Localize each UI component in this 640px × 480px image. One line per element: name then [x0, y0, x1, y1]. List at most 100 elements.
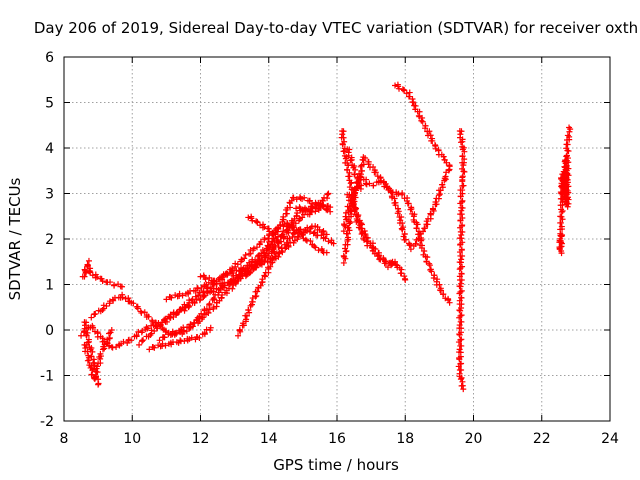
x-tick-label: 18: [396, 431, 414, 447]
plus-marker: [565, 165, 572, 172]
plus-marker: [178, 306, 185, 313]
plus-marker: [445, 167, 452, 174]
plus-marker: [458, 235, 465, 242]
plus-marker: [94, 369, 101, 376]
plus-marker: [416, 113, 423, 120]
plus-marker: [181, 307, 188, 314]
plus-marker: [139, 327, 146, 334]
plus-marker: [309, 205, 316, 212]
plus-marker: [269, 229, 276, 236]
plus-marker: [306, 197, 313, 204]
plus-marker: [429, 137, 436, 144]
plus-marker: [456, 346, 463, 353]
x-tick-label: 22: [533, 431, 551, 447]
plus-marker: [346, 146, 353, 153]
plus-marker: [428, 268, 435, 275]
series-track-12: [235, 223, 330, 339]
y-tick-label: 6: [45, 50, 54, 66]
plus-marker: [399, 220, 406, 227]
plus-marker: [427, 132, 434, 139]
plus-marker: [162, 342, 169, 349]
y-tick-label: 4: [45, 141, 54, 157]
plus-marker: [307, 208, 314, 215]
plus-marker: [119, 294, 126, 301]
plus-marker: [438, 181, 445, 188]
y-tick-label: 0: [45, 323, 54, 339]
plus-marker: [89, 324, 96, 331]
plus-marker: [421, 225, 428, 232]
plus-marker: [458, 318, 465, 325]
plus-marker: [210, 304, 217, 311]
plus-marker: [148, 327, 155, 334]
plus-marker: [347, 157, 354, 164]
series-track-13: [245, 213, 279, 238]
x-tick-label: 14: [260, 431, 278, 447]
plus-marker: [383, 260, 390, 267]
plus-marker: [253, 244, 260, 251]
plus-marker: [460, 386, 467, 393]
plus-marker: [136, 341, 143, 348]
plus-marker: [271, 242, 278, 249]
plus-marker: [441, 156, 448, 163]
plus-marker: [82, 327, 89, 334]
plus-marker: [461, 148, 468, 155]
plus-marker: [163, 296, 170, 303]
plus-marker: [438, 287, 445, 294]
plus-marker: [224, 270, 231, 277]
plus-marker: [314, 202, 321, 209]
plus-marker: [257, 238, 264, 245]
plus-marker: [564, 132, 571, 139]
plus-marker: [84, 339, 91, 346]
plus-marker: [103, 302, 110, 309]
series-track-17: [340, 154, 453, 266]
plus-marker: [205, 309, 212, 316]
plus-marker: [372, 169, 379, 176]
plus-marker: [358, 220, 365, 227]
plus-marker: [143, 324, 150, 331]
plus-marker: [558, 209, 565, 216]
plus-marker: [400, 233, 407, 240]
plus-marker: [253, 292, 260, 299]
plus-marker: [456, 266, 463, 273]
plus-marker: [436, 281, 443, 288]
plus-marker: [221, 282, 228, 289]
plus-marker: [177, 337, 184, 344]
plus-marker: [446, 163, 453, 170]
plus-marker: [348, 197, 355, 204]
plus-marker: [365, 161, 372, 168]
plus-marker: [145, 313, 152, 320]
plus-marker: [261, 272, 268, 279]
plus-marker: [456, 314, 463, 321]
plus-marker: [564, 176, 571, 183]
plus-marker: [229, 269, 236, 276]
plus-marker: [290, 194, 297, 201]
plus-marker: [456, 290, 463, 297]
plus-marker: [401, 86, 408, 93]
plus-marker: [297, 226, 304, 233]
plus-marker: [283, 227, 290, 234]
plus-marker: [210, 295, 217, 302]
plus-marker: [340, 128, 347, 135]
plus-marker: [432, 199, 439, 206]
plus-marker: [357, 185, 364, 192]
plus-marker: [259, 276, 266, 283]
plus-marker: [301, 194, 308, 201]
plus-marker: [458, 277, 465, 284]
plus-marker: [558, 223, 565, 230]
plus-marker: [344, 224, 351, 231]
plus-marker: [149, 318, 156, 325]
plus-marker: [316, 226, 323, 233]
plus-marker: [221, 282, 228, 289]
plus-marker: [401, 273, 408, 280]
plus-marker: [340, 259, 347, 266]
plus-marker: [297, 205, 304, 212]
plus-marker: [253, 218, 260, 225]
plus-marker: [414, 221, 421, 228]
plus-marker: [84, 357, 91, 364]
plus-marker: [81, 273, 88, 280]
plus-marker: [113, 343, 120, 350]
grid-layer: [64, 57, 610, 421]
y-tick-label: 1: [45, 278, 54, 294]
plus-marker: [89, 348, 96, 355]
plus-marker: [236, 326, 243, 333]
